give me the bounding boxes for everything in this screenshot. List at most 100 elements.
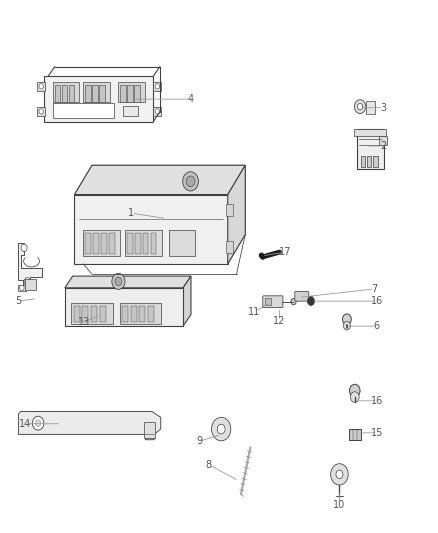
Polygon shape [65, 276, 191, 288]
Bar [120, 85, 126, 102]
Bar [139, 306, 145, 322]
Bar [118, 82, 145, 102]
Bar [366, 101, 375, 114]
Text: 12: 12 [273, 316, 286, 326]
Bar [37, 82, 45, 91]
Bar [53, 103, 114, 118]
Bar [226, 241, 233, 253]
Text: 9: 9 [196, 437, 202, 446]
Text: 16: 16 [371, 396, 384, 406]
Circle shape [354, 100, 366, 114]
Polygon shape [65, 288, 183, 326]
Text: 2: 2 [380, 141, 386, 151]
Circle shape [39, 84, 43, 89]
Bar [25, 279, 36, 290]
Text: 11: 11 [248, 307, 260, 317]
Text: 10: 10 [333, 500, 346, 510]
Bar [55, 85, 60, 102]
Circle shape [336, 470, 343, 479]
Bar [122, 306, 128, 322]
Bar [120, 303, 161, 324]
Circle shape [24, 278, 30, 285]
Circle shape [155, 84, 159, 89]
Bar [18, 285, 26, 291]
Circle shape [35, 420, 41, 426]
Text: 14: 14 [19, 419, 32, 429]
Bar [153, 82, 161, 91]
FancyBboxPatch shape [295, 292, 309, 301]
Bar [349, 429, 361, 440]
Bar [379, 136, 387, 146]
Bar [134, 85, 140, 102]
Polygon shape [44, 76, 153, 122]
Bar [83, 230, 120, 256]
Bar [144, 422, 155, 438]
Circle shape [155, 109, 159, 114]
Circle shape [186, 176, 195, 187]
Polygon shape [74, 165, 245, 264]
Bar [83, 82, 110, 102]
Text: 5: 5 [15, 296, 21, 306]
Bar [367, 156, 371, 166]
Text: 17: 17 [279, 247, 292, 257]
Polygon shape [74, 165, 245, 195]
Bar [62, 85, 67, 102]
Polygon shape [18, 243, 42, 286]
Circle shape [39, 109, 43, 114]
Text: 16: 16 [371, 296, 383, 306]
Text: 8: 8 [206, 460, 212, 470]
Bar [265, 298, 271, 305]
Bar [69, 85, 74, 102]
Polygon shape [18, 411, 161, 440]
Bar [226, 204, 233, 216]
Bar [74, 306, 80, 322]
Text: 3: 3 [380, 103, 386, 112]
Bar [131, 306, 137, 322]
Bar [153, 107, 161, 116]
Polygon shape [183, 276, 191, 326]
Bar [53, 82, 79, 102]
Circle shape [343, 314, 351, 325]
Bar [373, 156, 378, 166]
Bar [354, 130, 386, 136]
Circle shape [350, 384, 360, 397]
Bar [100, 306, 106, 322]
Bar [93, 233, 99, 254]
Bar [85, 85, 91, 102]
Bar [135, 233, 141, 254]
Bar [143, 233, 148, 254]
Circle shape [183, 172, 198, 191]
Circle shape [357, 103, 363, 110]
Circle shape [343, 321, 350, 330]
Bar [361, 156, 365, 166]
Bar [109, 233, 115, 254]
Bar [92, 85, 98, 102]
Polygon shape [228, 165, 245, 264]
Bar [82, 306, 88, 322]
Bar [101, 233, 107, 254]
Circle shape [212, 417, 231, 441]
FancyBboxPatch shape [263, 296, 283, 308]
Circle shape [291, 298, 296, 305]
Text: 6: 6 [374, 321, 380, 331]
Bar [37, 107, 45, 116]
Bar [169, 230, 195, 256]
Circle shape [32, 416, 44, 430]
Bar [91, 306, 97, 322]
Circle shape [350, 392, 359, 402]
Circle shape [217, 424, 225, 434]
Bar [123, 106, 138, 116]
Text: 15: 15 [371, 428, 384, 438]
Bar [357, 130, 384, 169]
Bar [125, 230, 162, 256]
Text: 13: 13 [78, 317, 90, 327]
Bar [85, 233, 91, 254]
Bar [71, 303, 113, 324]
Circle shape [21, 244, 27, 252]
Text: 4: 4 [187, 94, 194, 104]
Circle shape [112, 273, 125, 289]
Text: 7: 7 [371, 284, 378, 294]
Text: 1: 1 [128, 208, 134, 218]
Circle shape [115, 277, 122, 286]
Polygon shape [74, 195, 228, 264]
